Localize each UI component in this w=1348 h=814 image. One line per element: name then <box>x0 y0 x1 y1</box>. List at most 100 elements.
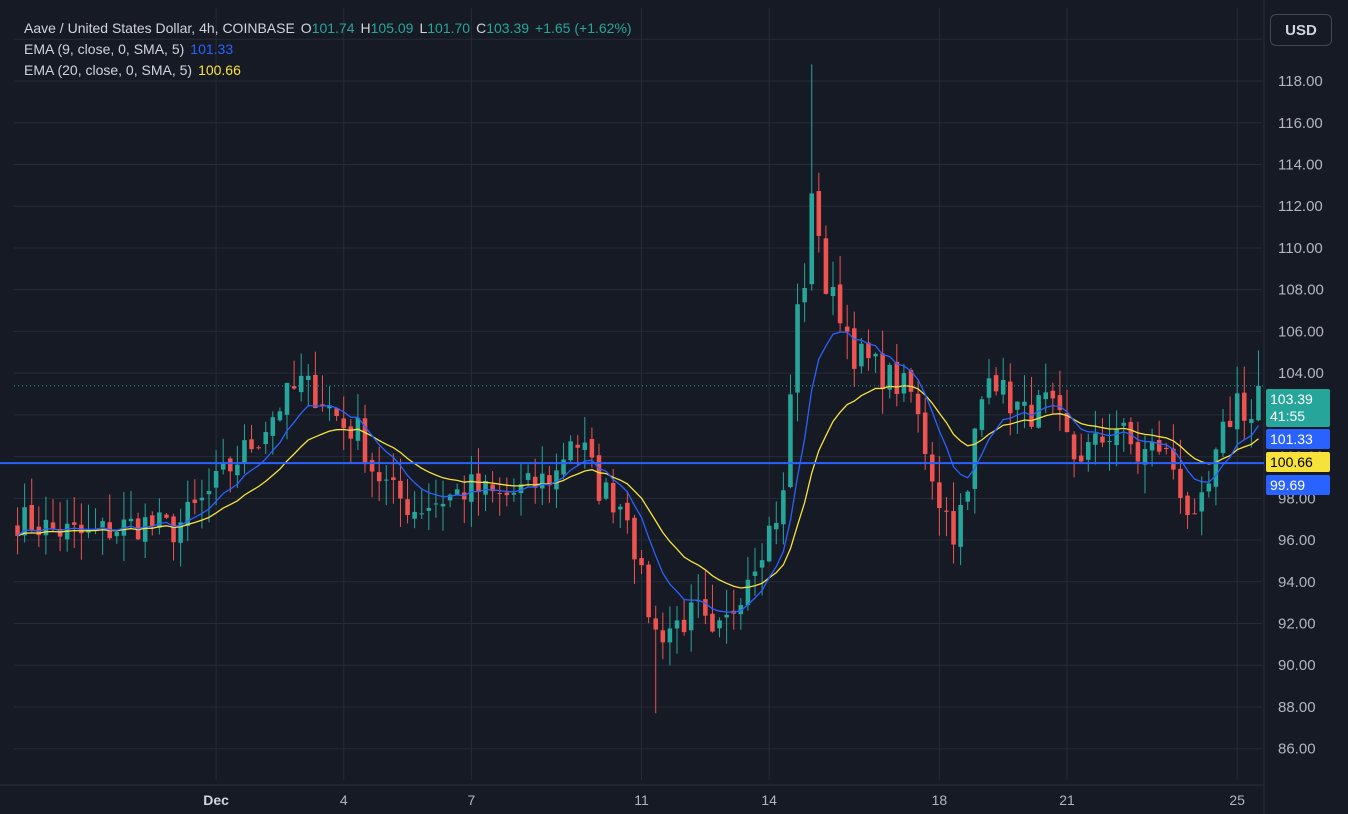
candle-body <box>1142 449 1148 465</box>
candle-body <box>1128 422 1134 445</box>
candle-body <box>334 408 339 416</box>
candle-body <box>313 374 318 409</box>
candle-body <box>1256 385 1261 421</box>
candle-body <box>710 613 715 632</box>
ema9-legend-row[interactable]: EMA (9, close, 0, SMA, 5) 101.33 <box>24 39 632 60</box>
candle-body <box>206 491 212 495</box>
candle-body <box>291 386 297 389</box>
candle-body <box>986 378 992 398</box>
high-label: H <box>360 20 371 36</box>
candle-body <box>242 440 247 463</box>
candle-body <box>724 614 729 618</box>
candle-body <box>915 393 921 415</box>
candle-body <box>1057 395 1063 411</box>
candle-body <box>1156 440 1162 452</box>
x-tick-label: 4 <box>340 792 348 808</box>
candle-body <box>376 472 382 482</box>
change-value: +1.65 (+1.62%) <box>535 20 632 36</box>
candle-body <box>1078 455 1084 462</box>
y-tick-label: 110.00 <box>1278 240 1323 257</box>
candle-body <box>958 504 963 547</box>
y-tick-label: 114.00 <box>1278 156 1323 173</box>
candle-body <box>532 476 538 488</box>
candle-body <box>164 514 169 518</box>
candle-body <box>1008 381 1013 414</box>
candle-body <box>398 480 403 499</box>
candle-body <box>1093 433 1098 445</box>
candle-body <box>391 477 396 480</box>
ema20-value: 100.66 <box>198 62 241 78</box>
candle-body <box>1121 422 1126 426</box>
candle-body <box>1050 390 1056 399</box>
high-value: 105.09 <box>370 20 414 36</box>
y-tick-label: 106.00 <box>1278 323 1324 340</box>
candle-body <box>1185 495 1190 516</box>
candle-body <box>568 441 573 461</box>
chart-legend: Aave / United States Dollar, 4h, COINBAS… <box>24 18 632 81</box>
candle-body <box>774 522 779 530</box>
candle-body <box>837 284 843 324</box>
candle-body <box>944 510 949 512</box>
candle-body <box>1100 436 1105 443</box>
y-tick-label: 88.00 <box>1278 699 1316 716</box>
candle-body <box>412 511 417 519</box>
candle-body <box>582 442 588 450</box>
candle-body <box>220 462 226 470</box>
candle-body <box>844 326 850 332</box>
candle-body <box>547 475 552 486</box>
candle-body <box>497 493 502 495</box>
candle-body <box>100 521 105 528</box>
candle-body <box>816 191 822 236</box>
candle-body <box>1199 492 1204 512</box>
candle-body <box>1015 401 1020 410</box>
candle-body <box>561 459 566 475</box>
candle-body <box>469 474 474 502</box>
candle-body <box>802 287 807 303</box>
close-label: C <box>476 20 487 36</box>
y-tick-label: 116.00 <box>1278 115 1323 132</box>
candle-body <box>603 482 609 499</box>
candle-body <box>1107 441 1112 443</box>
candle-body <box>894 361 900 394</box>
candle-body <box>618 506 623 510</box>
candle-body <box>298 375 304 393</box>
candle-body <box>433 503 439 505</box>
ema20-legend-row[interactable]: EMA (20, close, 0, SMA, 5) 100.66 <box>24 60 632 81</box>
candle-body <box>589 439 595 458</box>
candle-body <box>362 418 368 465</box>
candle-body <box>511 492 517 495</box>
candle-body <box>887 364 892 390</box>
candle-body <box>419 513 424 515</box>
candle-body <box>284 382 290 415</box>
candle-body <box>320 404 325 406</box>
currency-button[interactable]: USD <box>1270 14 1332 46</box>
y-tick-label: 86.00 <box>1278 741 1316 758</box>
ema20-price-tag: 100.66 <box>1266 452 1330 472</box>
y-tick-label: 96.00 <box>1278 532 1316 549</box>
candle-body <box>738 605 744 615</box>
candle-body <box>965 491 970 502</box>
candle-body <box>454 489 460 495</box>
candle-body <box>752 571 758 576</box>
symbol-row: Aave / United States Dollar, 4h, COINBAS… <box>24 18 632 39</box>
y-tick-label: 92.00 <box>1278 616 1316 633</box>
y-tick-label: 108.00 <box>1278 282 1324 299</box>
candle-body <box>504 492 510 496</box>
y-tick-label: 90.00 <box>1278 657 1316 674</box>
candle-body <box>639 558 644 566</box>
candle-body <box>1000 380 1006 395</box>
candle-body <box>788 394 793 488</box>
candle-body <box>979 399 985 430</box>
candle-body <box>653 618 658 630</box>
candle-body <box>178 522 183 543</box>
low-label: L <box>419 20 428 36</box>
candle-body <box>703 599 708 616</box>
candle-body <box>745 579 751 606</box>
candle-body <box>830 286 836 297</box>
candle-body <box>972 428 978 489</box>
y-tick-label: 118.00 <box>1278 73 1323 90</box>
candle-body <box>142 517 148 542</box>
